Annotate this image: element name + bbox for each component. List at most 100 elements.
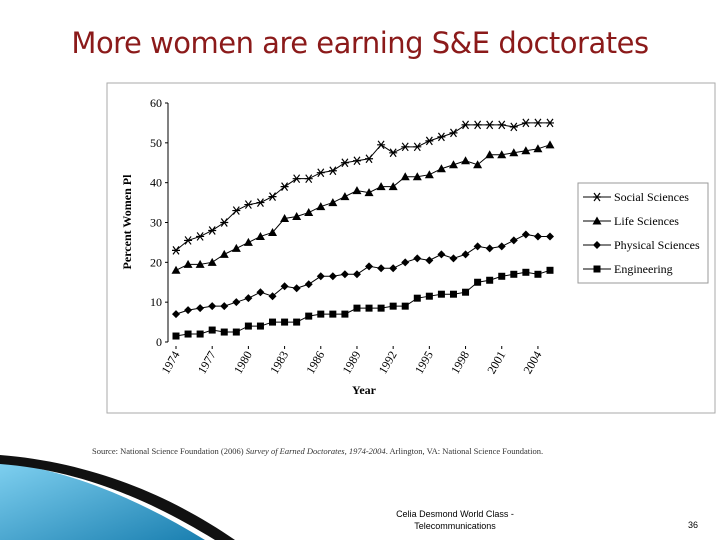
marker [340,192,350,201]
marker [292,212,302,221]
marker [353,304,361,312]
marker [533,232,542,241]
marker [509,148,519,157]
source-title: Survey of Earned Doctorates, 1974-2004 [245,446,386,456]
marker [377,140,386,150]
marker [473,120,482,130]
marker [461,250,470,259]
marker [485,150,495,159]
x-axis-title: Year [352,383,377,397]
marker [352,270,361,279]
marker [304,174,313,184]
marker [172,332,180,340]
marker [207,257,217,266]
marker [244,200,253,209]
marker [593,192,601,202]
marker [448,160,458,169]
marker [269,318,277,326]
marker [593,241,601,249]
marker [268,227,278,236]
marker [196,330,204,338]
marker [521,118,530,128]
marker [546,232,554,241]
y-tick-label: 20 [150,255,162,269]
marker [473,160,483,169]
marker [316,272,325,281]
marker [232,206,241,215]
y-axis-title: Percent Women Pl [120,174,134,270]
marker [365,262,374,271]
y-tick-label: 50 [150,136,162,150]
marker [292,174,301,184]
marker [545,140,555,149]
marker [243,237,253,246]
marker [365,304,373,312]
marker [462,288,470,296]
marker [546,266,554,274]
marker [316,168,325,178]
marker [437,250,446,259]
marker [437,290,445,298]
marker [534,270,542,278]
marker [437,132,446,142]
legend-label: Physical Sciences [614,238,700,252]
marker [509,122,518,132]
marker [593,265,601,273]
marker [280,282,289,291]
marker [401,302,409,310]
marker [255,231,265,240]
marker [592,216,602,225]
marker [305,312,313,320]
marker [497,150,507,159]
marker [377,264,386,273]
marker [424,170,434,179]
page-number: 36 [688,520,699,530]
marker [546,118,554,128]
legend-label: Social Sciences [614,190,689,204]
marker [328,166,337,176]
marker [474,278,482,286]
marker [172,246,180,255]
marker [449,254,458,263]
marker [340,158,349,168]
marker [231,243,241,252]
y-tick-label: 0 [156,335,162,349]
marker [485,244,494,253]
swoosh [0,462,205,540]
marker [328,272,337,281]
source-note: Source: National Science Foundation (200… [92,446,543,456]
swoosh-line [0,455,235,540]
marker [304,208,314,217]
marker [389,264,398,273]
marker [473,242,482,251]
slide-title: More women are earning S&E doctorates [71,26,649,60]
marker [401,258,410,267]
marker [341,310,349,318]
marker [292,284,301,293]
marker [317,310,325,318]
y-tick-label: 30 [150,216,162,230]
marker [352,186,362,195]
marker [184,330,192,338]
marker [352,156,361,166]
marker [497,242,506,251]
marker [256,198,265,207]
marker [449,128,458,138]
y-tick-label: 40 [150,176,162,190]
marker [220,218,229,227]
marker [413,254,422,263]
marker [401,142,410,152]
marker [389,148,398,158]
marker [364,188,374,197]
marker [436,164,446,173]
marker [280,182,289,192]
marker [184,236,193,245]
marker [328,198,338,207]
marker [510,270,518,278]
y-tick-label: 60 [150,96,162,110]
marker [268,192,277,201]
marker [509,236,518,245]
marker [244,294,253,303]
marker [208,302,217,311]
